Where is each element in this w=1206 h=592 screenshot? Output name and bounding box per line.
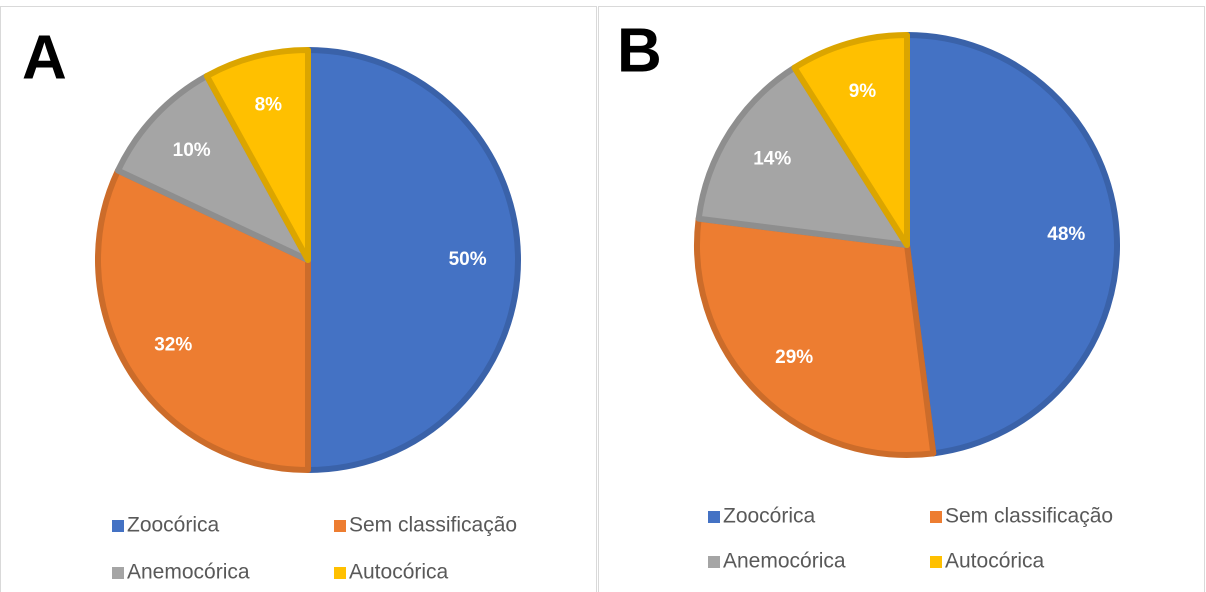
legend-swatch xyxy=(112,567,124,579)
pie-slice xyxy=(695,64,910,248)
value-label: 14% xyxy=(753,148,791,169)
legend-label: Autocórica xyxy=(945,550,1045,573)
panel-border xyxy=(598,6,1205,592)
pie-slice xyxy=(791,32,910,248)
pie-slice xyxy=(904,32,1120,457)
value-label: 10% xyxy=(173,140,211,161)
value-label: 48% xyxy=(1047,224,1085,245)
legend-swatch xyxy=(930,511,942,523)
pie-slice xyxy=(305,47,521,473)
legend-swatch xyxy=(334,567,346,579)
legend-label: Anemocórica xyxy=(127,561,250,584)
panel-letter: A xyxy=(22,23,67,92)
value-label: 29% xyxy=(775,347,813,368)
value-label: 9% xyxy=(849,81,877,102)
legend-swatch xyxy=(334,520,346,532)
legend-label: Zoocórica xyxy=(723,505,816,528)
legend-swatch xyxy=(112,520,124,532)
legend-label: Autocórica xyxy=(349,561,449,584)
panel-letter: B xyxy=(617,16,662,85)
legend-swatch xyxy=(708,556,720,568)
legend-label: Sem classificação xyxy=(945,505,1113,528)
value-label: 50% xyxy=(449,249,487,270)
pie-slice xyxy=(203,47,311,263)
pie-slice xyxy=(95,167,311,473)
legend-label: Anemocórica xyxy=(723,550,846,573)
value-label: 8% xyxy=(255,94,283,115)
panel-border xyxy=(0,6,597,592)
legend-label: Sem classificação xyxy=(349,514,517,537)
legend-swatch xyxy=(708,511,720,523)
pie-slice xyxy=(694,215,937,458)
legend-swatch xyxy=(930,556,942,568)
pie-slice xyxy=(114,72,311,263)
legend-label: Zoocórica xyxy=(127,514,220,537)
value-label: 32% xyxy=(154,335,192,356)
